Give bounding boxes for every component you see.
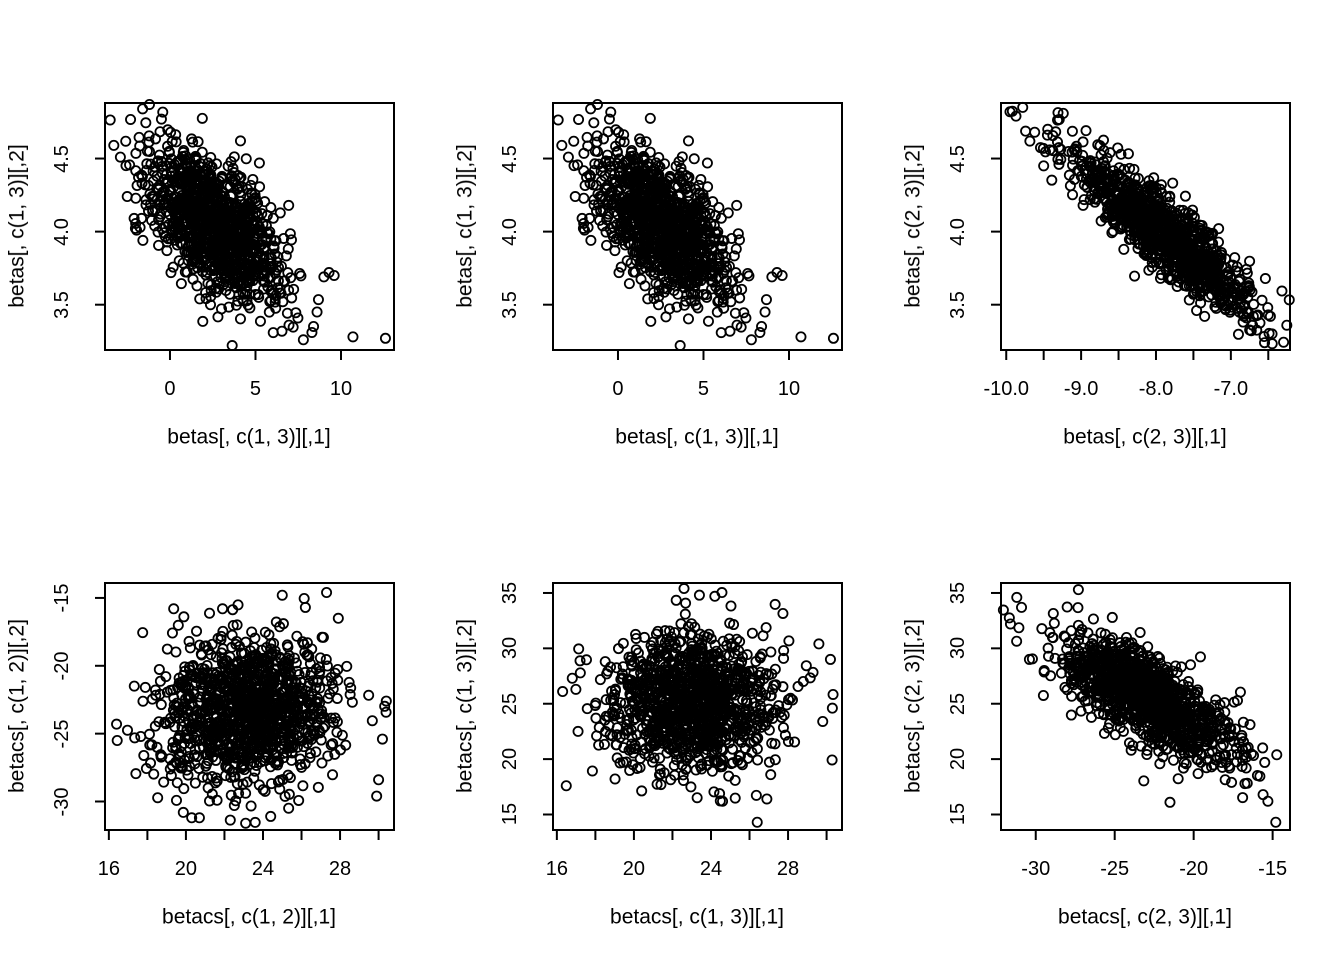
y-tick-label: 3.5 xyxy=(51,290,73,319)
x-tick-label: -8.0 xyxy=(1138,378,1174,400)
plot-betacs-c12: betacs[, c(1, 2)][,2] betacs[, c(1, 2)][… xyxy=(0,480,448,960)
x-tick-label: 5 xyxy=(697,378,710,400)
x-tick-label: 28 xyxy=(776,858,800,880)
y-axis-title: betas[, c(2, 3)][,2] xyxy=(901,144,925,308)
y-tick-label: -15 xyxy=(51,583,73,613)
y-tick-label: 15 xyxy=(499,803,521,826)
y-tick-label: 4.0 xyxy=(51,217,73,246)
y-axis-title: betas[, c(1, 3)][,2] xyxy=(453,144,477,308)
x-tick-label: 24 xyxy=(251,858,275,880)
x-tick-label: 10 xyxy=(777,378,801,400)
y-tick-label: -30 xyxy=(51,787,73,816)
plot-betacs-c23: betacs[, c(2, 3)][,2] betacs[, c(2, 3)][… xyxy=(896,480,1344,960)
x-tick-label: 24 xyxy=(699,858,723,880)
x-tick-label: -9.0 xyxy=(1063,378,1099,400)
plot-betacs-c13-canvas xyxy=(448,480,896,960)
y-tick-label: 4.5 xyxy=(499,144,521,173)
y-tick-label: 15 xyxy=(947,803,969,826)
plot-betas-c23-canvas xyxy=(896,0,1344,480)
y-tick-label: -25 xyxy=(51,719,73,749)
x-tick-label: 0 xyxy=(612,378,624,400)
x-axis-title: betacs[, c(1, 3)][,1] xyxy=(610,905,784,929)
y-tick-label: 25 xyxy=(499,692,521,715)
x-tick-label: -25 xyxy=(1100,858,1130,880)
plot-betacs-c12-canvas xyxy=(0,480,448,960)
x-axis-title: betas[, c(1, 3)][,1] xyxy=(167,425,331,449)
x-tick-label: 28 xyxy=(328,858,352,880)
y-tick-label: 4.0 xyxy=(499,217,521,246)
x-axis-title: betas[, c(2, 3)][,1] xyxy=(1063,425,1227,449)
plot-betas-c13-b: betas[, c(1, 3)][,2] betas[, c(1, 3)][,1… xyxy=(448,0,896,480)
x-tick-label: 5 xyxy=(249,378,262,400)
x-axis-title: betas[, c(1, 3)][,1] xyxy=(615,425,779,449)
y-axis-title: betas[, c(1, 3)][,2] xyxy=(5,144,29,308)
y-tick-label: 25 xyxy=(947,692,969,715)
y-axis-title: betacs[, c(2, 3)][,2] xyxy=(901,619,925,793)
x-axis-title: betacs[, c(1, 2)][,1] xyxy=(162,905,336,929)
y-tick-label: 3.5 xyxy=(947,290,969,319)
plot-betas-c13-a-canvas xyxy=(0,0,448,480)
x-tick-label: -30 xyxy=(1021,858,1051,880)
plot-betas-c13-b-canvas xyxy=(448,0,896,480)
x-tick-label: 10 xyxy=(329,378,353,400)
x-tick-label: 20 xyxy=(174,858,198,880)
x-tick-label: -10.0 xyxy=(983,378,1030,400)
y-tick-label: 35 xyxy=(947,581,969,605)
x-tick-label: -20 xyxy=(1179,858,1209,880)
y-tick-label: 4.5 xyxy=(947,144,969,173)
y-tick-label: 4.0 xyxy=(947,217,969,246)
y-tick-label: 3.5 xyxy=(499,290,521,319)
y-tick-label: 4.5 xyxy=(51,144,73,173)
y-tick-label: 30 xyxy=(499,637,521,660)
y-tick-label: 35 xyxy=(499,581,521,605)
y-tick-label: 20 xyxy=(947,747,969,771)
plot-betas-c23: betas[, c(2, 3)][,2] betas[, c(2, 3)][,1… xyxy=(896,0,1344,480)
y-tick-label: 20 xyxy=(499,747,521,771)
x-axis-title: betacs[, c(2, 3)][,1] xyxy=(1058,905,1232,929)
y-axis-title: betacs[, c(1, 2)][,2] xyxy=(5,619,29,793)
x-tick-label: -7.0 xyxy=(1213,378,1249,400)
y-axis-title: betacs[, c(1, 3)][,2] xyxy=(453,619,477,793)
plot-betacs-c23-canvas xyxy=(896,480,1344,960)
y-tick-label: 30 xyxy=(947,637,969,660)
x-tick-label: 0 xyxy=(164,378,176,400)
plot-betas-c13-a: betas[, c(1, 3)][,2] betas[, c(1, 3)][,1… xyxy=(0,0,448,480)
x-tick-label: -15 xyxy=(1258,858,1288,880)
y-tick-label: -20 xyxy=(51,651,73,681)
plot-betacs-c13: betacs[, c(1, 3)][,2] betacs[, c(1, 3)][… xyxy=(448,480,896,960)
x-tick-label: 16 xyxy=(545,858,568,880)
x-tick-label: 20 xyxy=(622,858,646,880)
x-tick-label: 16 xyxy=(97,858,120,880)
